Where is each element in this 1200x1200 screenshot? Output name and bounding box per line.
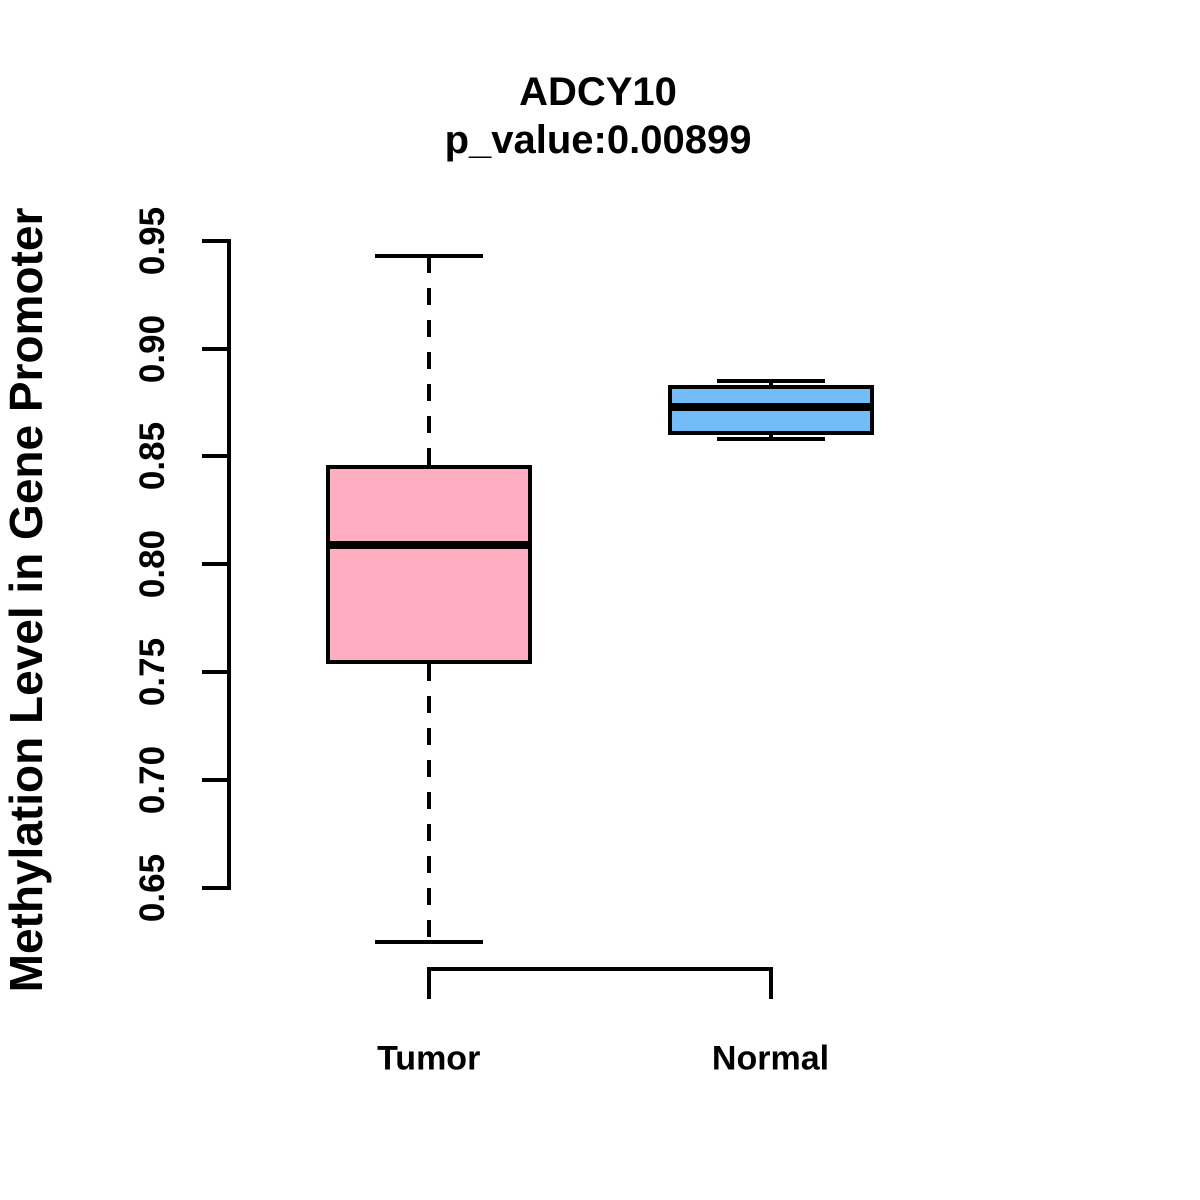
tumor-x-tick <box>426 966 431 999</box>
y-axis-title: Methylation Level in Gene Promoter <box>0 207 52 993</box>
normal-lower-whisker <box>768 434 773 440</box>
y-axis-tick <box>202 778 231 783</box>
tumor-x-label: Tumor <box>377 1039 481 1078</box>
y-axis-tick-label: 0.65 <box>133 853 172 923</box>
x-axis-line <box>426 966 773 971</box>
y-axis-tick-label: 0.85 <box>133 422 172 491</box>
tumor-median-line <box>325 540 532 549</box>
normal-upper-whisker-cap <box>716 378 825 383</box>
tumor-lower-whisker <box>426 663 431 942</box>
y-axis-tick <box>202 562 231 567</box>
y-axis-tick <box>202 886 231 890</box>
tumor-box <box>325 465 532 664</box>
y-axis-tick-label: 0.80 <box>133 530 172 599</box>
normal-x-tick <box>768 966 773 999</box>
normal-upper-whisker <box>768 380 773 386</box>
y-axis-tick <box>202 454 231 459</box>
chart-title: ADCY10 <box>519 70 677 114</box>
chart-title-block: ADCY10 p_value:0.00899 <box>445 68 752 164</box>
normal-median-line <box>667 402 874 411</box>
y-axis-tick-label: 0.90 <box>133 314 172 383</box>
normal-x-label: Normal <box>711 1039 830 1078</box>
y-axis-tick <box>202 238 231 243</box>
y-axis-tick <box>202 346 231 351</box>
chart-subtitle: p_value:0.00899 <box>444 118 752 162</box>
y-axis-tick <box>202 670 231 675</box>
tumor-upper-whisker <box>426 255 431 466</box>
tumor-lower-whisker-cap <box>374 939 483 944</box>
y-axis-tick-label: 0.75 <box>133 638 172 707</box>
y-axis-tick-label: 0.95 <box>133 206 172 275</box>
normal-lower-whisker-cap <box>716 437 825 442</box>
y-axis-tick-label: 0.70 <box>133 746 172 815</box>
tumor-upper-whisker-cap <box>374 253 483 258</box>
